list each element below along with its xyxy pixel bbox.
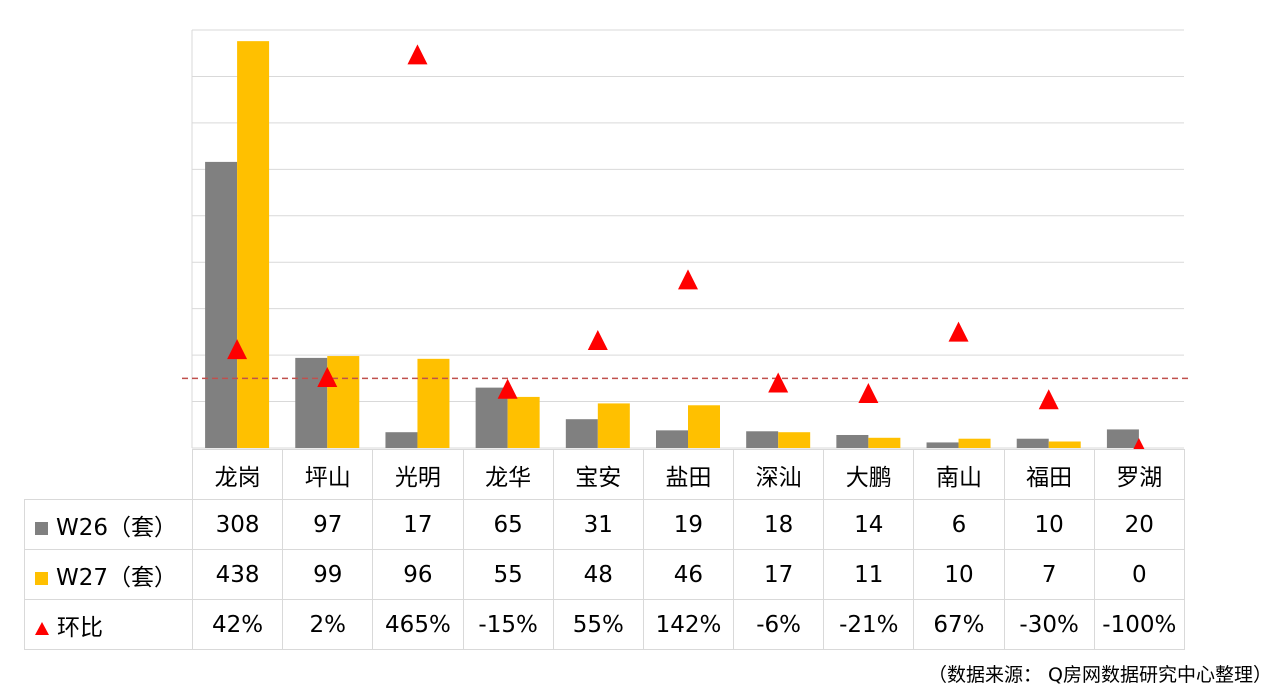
series-name: 环比: [57, 614, 103, 641]
bar-w26-0: [205, 161, 238, 448]
data-label-w27: 46: [642, 549, 735, 600]
data-label-mom: -21%: [823, 599, 915, 650]
legend-triangle-icon: [35, 621, 49, 635]
series-label-mom: 环比: [24, 599, 193, 650]
mom-marker-1: [317, 366, 338, 387]
category-label: 龙岗: [191, 449, 284, 500]
mom-marker-2: [407, 44, 428, 65]
data-label-mom: -6%: [733, 599, 825, 650]
data-label-w27: 55: [462, 549, 554, 600]
data-label-w26: 20: [1093, 499, 1185, 550]
bar-w26-2: [385, 432, 418, 448]
bar-w27-4: [597, 403, 630, 448]
mom-marker-4: [587, 330, 608, 351]
category-label: 宝安: [552, 449, 644, 500]
category-label: 光明: [372, 449, 464, 500]
table-row: 环比 42% 2% 465% -15% 55% 142% -6% -21% 67% -30% -100…: [24, 599, 1185, 650]
mom-marker-8: [948, 321, 969, 342]
mom-marker-0: [227, 339, 248, 360]
bar-w26-10: [1106, 429, 1139, 448]
series-label-w26: W26（套）: [24, 499, 193, 550]
chart-plot: [182, 29, 1188, 450]
bar-w26-8: [926, 442, 959, 448]
mom-marker-6: [768, 372, 789, 393]
data-label-w26: 97: [282, 499, 374, 550]
data-label-w27: 0: [1093, 549, 1185, 600]
mom-marker-3: [497, 378, 518, 399]
bar-w26-4: [565, 419, 598, 448]
data-label-mom: 2%: [282, 599, 374, 650]
data-label-w27: 10: [913, 549, 1005, 600]
data-label-w26: 65: [462, 499, 554, 550]
data-label-w26: 14: [823, 499, 915, 550]
bar-w26-9: [1016, 438, 1049, 448]
data-label-mom: -15%: [462, 599, 554, 650]
table-corner: [24, 449, 193, 500]
category-label: 南山: [913, 449, 1005, 500]
table-row: W26（套） 308 97 17 65 31 19 18 14 6 10 20: [24, 499, 1185, 550]
data-label-w27: 11: [823, 549, 915, 600]
bar-w27-8: [958, 438, 991, 448]
data-label-w26: 17: [372, 499, 464, 550]
data-label-mom: 465%: [372, 599, 464, 650]
bar-w27-7: [868, 437, 901, 448]
bar-w27-5: [688, 405, 720, 448]
series-label-w27: W27（套）: [24, 549, 193, 600]
table-row: W27（套） 438 99 96 55 48 46 17 11 10 7 0: [24, 549, 1185, 600]
category-label: 大鹏: [823, 449, 915, 500]
data-label-w26: 10: [1003, 499, 1095, 550]
mom-marker-5: [678, 269, 698, 290]
data-label-w26: 31: [552, 499, 644, 550]
data-label-mom: 67%: [913, 599, 1005, 650]
bar-w27-6: [778, 432, 811, 448]
category-label: 罗湖: [1093, 449, 1185, 500]
table-header-row: 龙岗 坪山 光明 龙华 宝安 盐田 深汕 大鹏 南山 福田 罗湖: [24, 449, 1185, 500]
data-label-mom: 55%: [552, 599, 644, 650]
data-label-mom: 142%: [642, 599, 735, 650]
series-mom-markers: [227, 44, 1145, 450]
data-label-w27: 99: [282, 549, 374, 600]
data-label-w26: 6: [913, 499, 1005, 550]
data-label-w26: 308: [191, 499, 284, 550]
series-w27-bars: [237, 41, 1081, 448]
data-label-w27: 438: [191, 549, 284, 600]
bar-w27-3: [507, 396, 540, 448]
data-table: 龙岗 坪山 光明 龙华 宝安 盐田 深汕 大鹏 南山 福田 罗湖 W26（套） 308 97 17 65 31 1…: [24, 449, 1185, 650]
category-label: 福田: [1003, 449, 1095, 500]
data-label-w27: 7: [1003, 549, 1095, 600]
data-label-w27: 96: [372, 549, 464, 600]
bar-w27-2: [417, 358, 450, 448]
bar-w27-0: [237, 41, 270, 448]
bar-w27-9: [1048, 441, 1081, 448]
category-label: 深汕: [733, 449, 825, 500]
mom-marker-10: [1132, 438, 1145, 450]
bar-w26-1: [295, 357, 328, 448]
bar-w26-6: [746, 431, 779, 448]
data-label-w27: 48: [552, 549, 644, 600]
category-label: 盐田: [642, 449, 735, 500]
data-label-mom: -100%: [1093, 599, 1185, 650]
data-label-w26: 19: [642, 499, 735, 550]
mom-marker-7: [858, 382, 879, 403]
series-w26-bars: [205, 161, 1139, 448]
bar-w26-7: [836, 434, 869, 448]
bar-w27-1: [327, 356, 360, 448]
data-label-w27: 17: [733, 549, 825, 600]
source-note: （数据来源： Q房网数据研究中心整理）: [928, 664, 1272, 686]
series-name: W27（套）: [56, 564, 178, 591]
series-name: W26（套）: [56, 514, 178, 541]
mom-marker-9: [1038, 389, 1059, 410]
legend-square-icon: [35, 521, 48, 535]
bar-w26-5: [656, 430, 688, 448]
legend-square-icon: [35, 571, 48, 585]
data-label-mom: -30%: [1003, 599, 1095, 650]
data-label-w26: 18: [733, 499, 825, 550]
data-label-mom: 42%: [191, 599, 284, 650]
category-label: 龙华: [462, 449, 554, 500]
category-label: 坪山: [282, 449, 374, 500]
